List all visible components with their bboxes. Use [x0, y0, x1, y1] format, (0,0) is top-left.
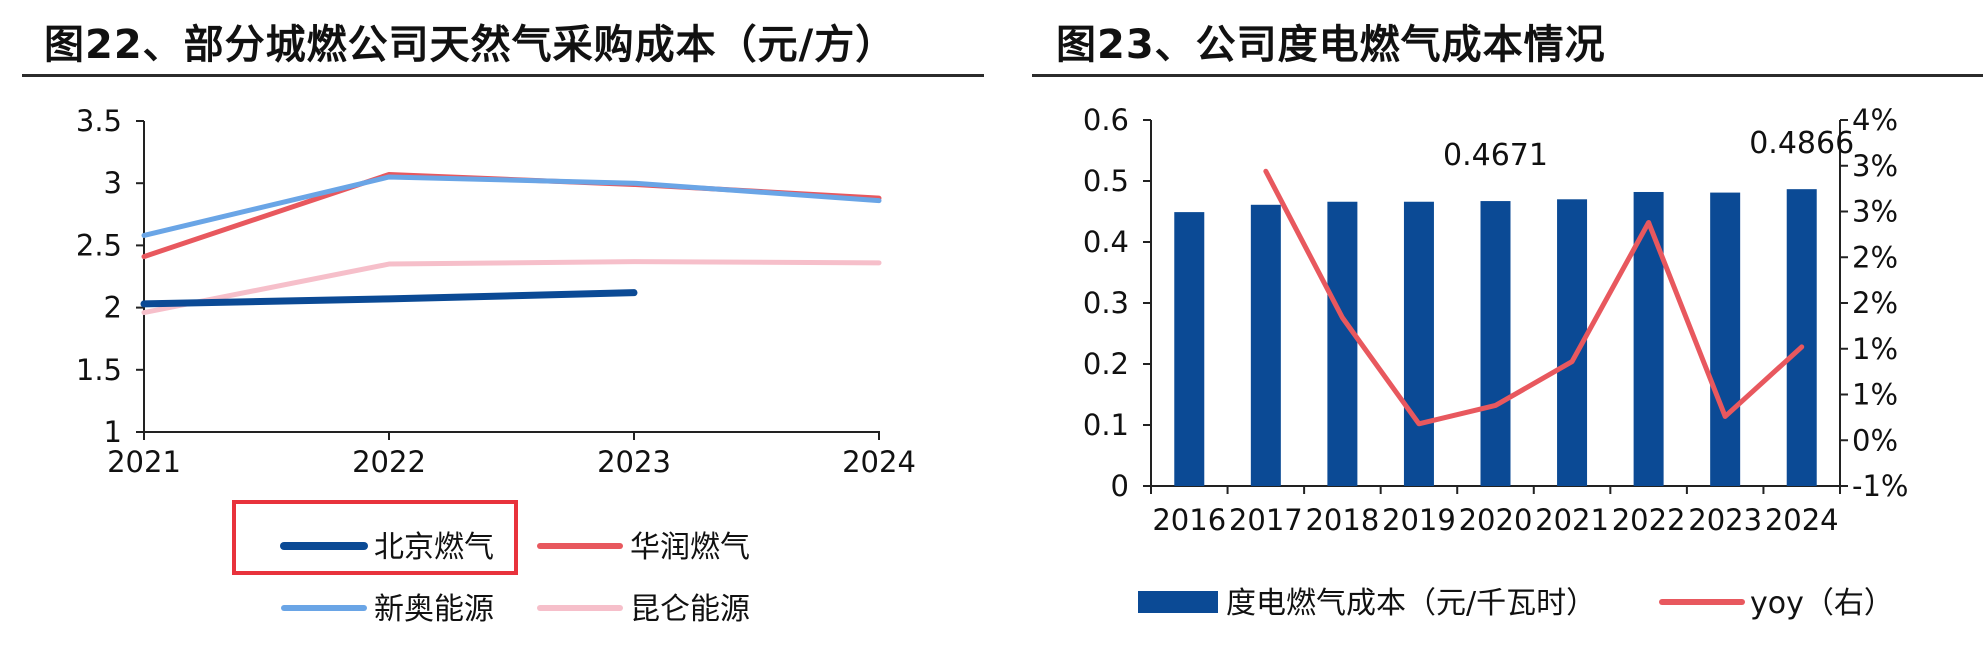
y-tick-label: 0: [1111, 469, 1129, 503]
legend-label: 北京燃气: [374, 530, 494, 565]
x-tick-label: 2023: [1688, 503, 1762, 537]
panel2-title: 图23、公司度电燃气成本情况: [1056, 22, 1606, 68]
y-tick-label: 0.1: [1083, 408, 1129, 442]
legend-swatch: [1138, 591, 1218, 613]
bar-data-label: 0.4671: [1443, 138, 1548, 173]
y-tick-label: 1: [104, 415, 122, 449]
y-tick-label: 0.2: [1083, 347, 1129, 381]
x-tick-label: 2019: [1382, 503, 1456, 537]
y2-tick-label: 3%: [1852, 149, 1898, 183]
y-tick-label: 1.5: [76, 353, 122, 387]
y-tick-label: 0.5: [1083, 164, 1129, 198]
y2-tick-label: 3%: [1852, 195, 1898, 229]
x-tick-label: 2024: [1765, 503, 1839, 537]
series-line-昆仑能源: [141, 259, 882, 316]
panel1-title-rule: [22, 74, 984, 77]
x-tick-label: 2016: [1152, 503, 1226, 537]
legend-label: yoy（右）: [1750, 586, 1894, 621]
x-tick-label: 2021: [1535, 503, 1609, 537]
series-line-新奥能源: [141, 174, 882, 238]
bar-data-label: 0.4866: [1749, 126, 1854, 161]
y2-tick-label: 4%: [1852, 103, 1898, 137]
x-tick-label: 2023: [597, 445, 671, 479]
panel1-title: 图22、部分城燃公司天然气采购成本（元/方）: [44, 22, 897, 68]
bar: [1480, 201, 1511, 486]
y-tick-label: 0.4: [1083, 225, 1129, 259]
y-tick-label: 3: [104, 166, 122, 200]
bar: [1250, 204, 1281, 487]
y2-tick-label: 2%: [1852, 286, 1898, 320]
bar: [1633, 191, 1664, 487]
bar: [1710, 192, 1741, 486]
legend-label: 新奥能源: [374, 592, 494, 627]
bar: [1327, 201, 1358, 487]
x-tick-label: 2020: [1459, 503, 1533, 537]
legend-label: 华润燃气: [630, 530, 750, 565]
y2-tick-label: 0%: [1852, 423, 1898, 457]
legend-label: 度电燃气成本（元/千瓦时）: [1226, 586, 1596, 621]
bar: [1174, 212, 1205, 487]
panel2-title-rule: [1032, 74, 1983, 77]
y-tick-label: 2: [104, 291, 122, 325]
y-tick-label: 2.5: [76, 228, 122, 262]
x-tick-label: 2018: [1305, 503, 1379, 537]
y-tick-label: 0.3: [1083, 286, 1129, 320]
series-line-北京燃气: [140, 289, 638, 308]
x-tick-label: 2024: [842, 445, 916, 479]
yoy-line: [1263, 168, 1805, 427]
x-tick-label: 2022: [1612, 503, 1686, 537]
y2-tick-label: 2%: [1852, 240, 1898, 274]
y-tick-label: 3.5: [76, 104, 122, 138]
y-tick-label: 0.6: [1083, 103, 1129, 137]
series-line-华润燃气: [141, 171, 882, 260]
legend-highlight-box: [232, 500, 518, 575]
y2-tick-label: 1%: [1852, 378, 1898, 412]
y2-tick-label: -1%: [1852, 469, 1908, 503]
bar: [1786, 189, 1817, 486]
bar: [1403, 201, 1434, 487]
legend-label: 昆仑能源: [630, 592, 750, 627]
y2-tick-label: 1%: [1852, 332, 1898, 366]
x-tick-label: 2021: [107, 445, 181, 479]
x-tick-label: 2017: [1229, 503, 1303, 537]
x-tick-label: 2022: [352, 445, 426, 479]
